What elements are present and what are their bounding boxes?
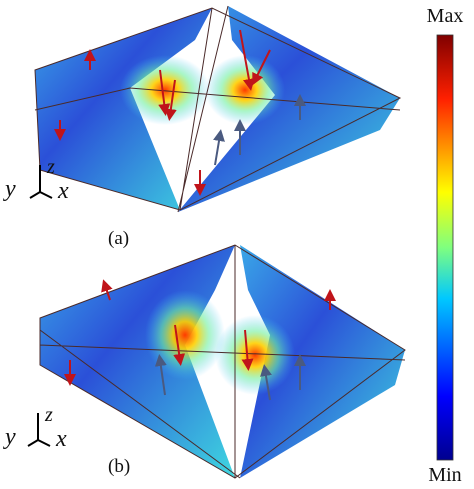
- axis-x: x: [57, 178, 69, 204]
- axis-y: y: [3, 424, 16, 450]
- axis-z: z: [46, 156, 55, 178]
- panel-b-shape: [39, 244, 406, 479]
- panel-a-shape: [34, 5, 402, 213]
- axis-x: x: [55, 426, 67, 452]
- colorbar-max: Max: [427, 5, 464, 27]
- axis-triad-b: y z x: [3, 404, 67, 452]
- axis-z: z: [44, 404, 53, 426]
- panel-label: (a): [108, 228, 129, 249]
- colorbar-min: Min: [428, 464, 461, 486]
- panel-label: (b): [108, 456, 130, 477]
- colorbar: [436, 34, 454, 461]
- axis-triad-a: y z x: [3, 156, 69, 204]
- axis-y: y: [3, 176, 16, 202]
